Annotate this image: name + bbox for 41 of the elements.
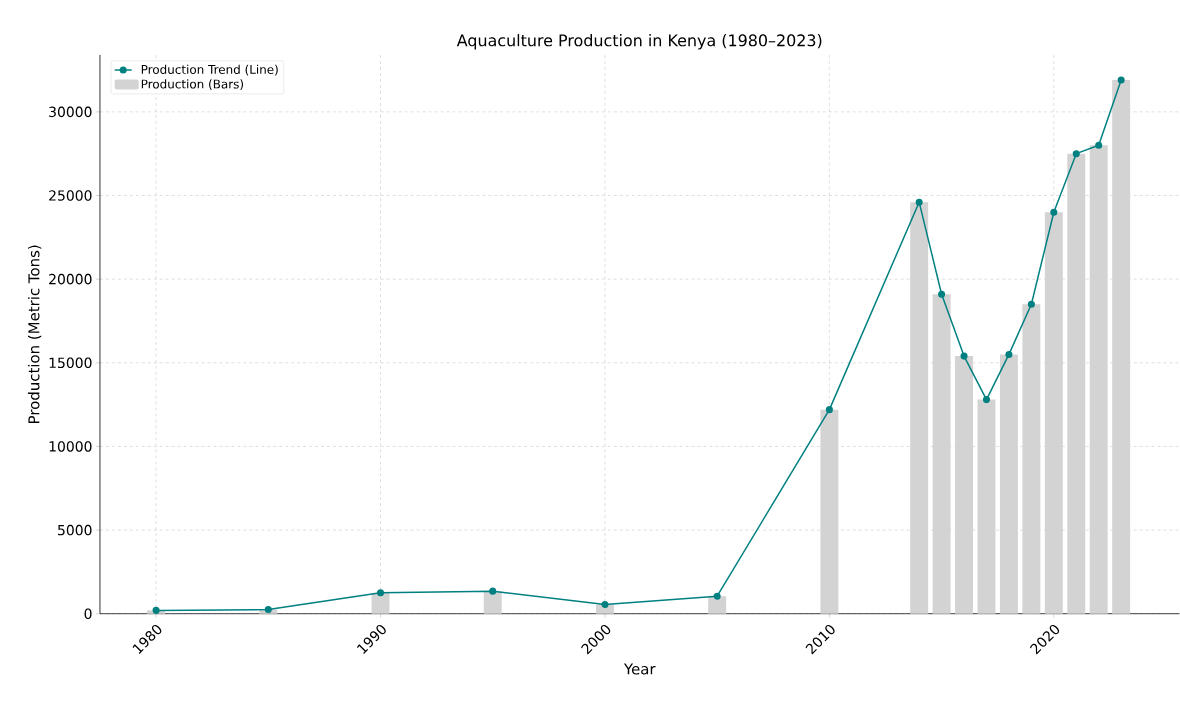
point: [152, 607, 160, 615]
y-tick-label: 20000: [49, 274, 92, 285]
point: [982, 396, 991, 404]
point: [376, 589, 385, 597]
y-tick-label: 15000: [49, 357, 92, 369]
y-tick-label: 0: [84, 608, 92, 620]
y-tick-label: 30000: [49, 106, 92, 118]
y-axis-title: Production (Metric Tons): [27, 245, 42, 424]
bar: [977, 399, 996, 614]
legend-label: Production (Bars): [141, 79, 244, 91]
point: [1005, 351, 1013, 359]
bar: [955, 356, 974, 614]
point: [915, 198, 923, 206]
point: [825, 406, 833, 414]
bar: [910, 202, 929, 614]
point: [713, 592, 721, 600]
x-axis-title: Year: [623, 663, 656, 675]
bar: [1089, 145, 1108, 614]
point: [489, 587, 497, 595]
bar: [1067, 153, 1086, 614]
point: [264, 606, 272, 614]
chart-title: Aquaculture Production in Kenya (1980–2023): [456, 34, 822, 50]
y-tick-label: 10000: [49, 441, 92, 452]
bar: [483, 591, 502, 614]
bar: [1022, 304, 1041, 614]
bar: [708, 596, 727, 614]
legend-label: Production Trend (Line): [141, 64, 278, 76]
point: [960, 352, 968, 360]
bar: [1112, 80, 1131, 614]
point: [1027, 300, 1035, 308]
point: [938, 290, 946, 298]
point: [1050, 208, 1058, 216]
bar: [820, 409, 839, 614]
point: [1072, 150, 1080, 158]
point: [1117, 76, 1125, 84]
point: [1095, 141, 1103, 149]
y-tick-label: 25000: [49, 190, 92, 201]
y-tick-label: 5000: [58, 524, 92, 536]
bar: [932, 294, 951, 614]
bar: [1044, 212, 1063, 614]
bar: [999, 354, 1018, 614]
